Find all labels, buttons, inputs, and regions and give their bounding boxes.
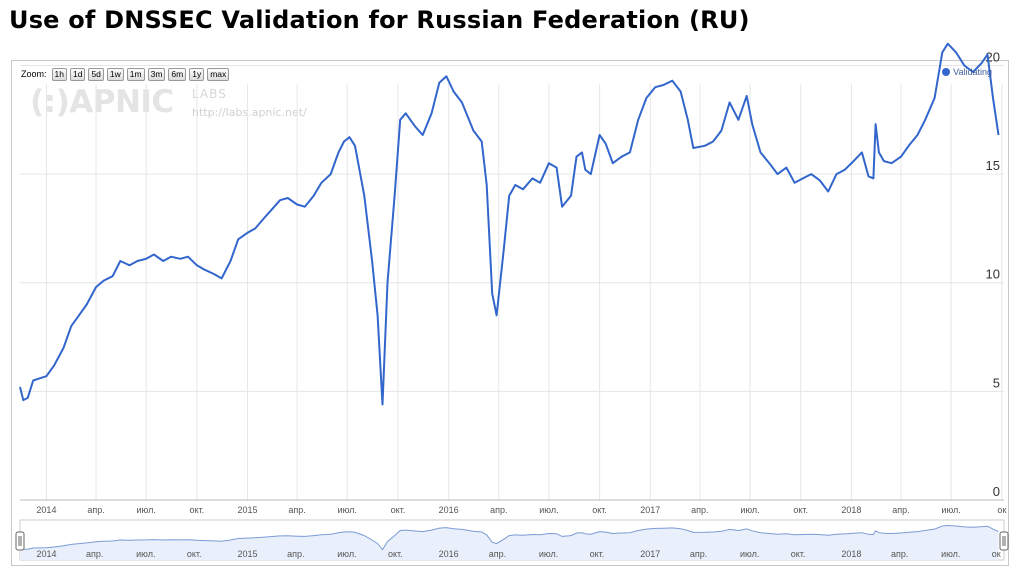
zoom-5d-button[interactable]: 5d (88, 67, 104, 81)
zoom-1m-button[interactable]: 1m (126, 67, 145, 81)
x-tick-label: 2018 (841, 505, 861, 515)
range-tick-label: апр. (287, 549, 304, 559)
range-handle-right[interactable] (999, 531, 1009, 551)
range-area (20, 525, 999, 560)
chart-frame (11, 60, 1009, 566)
legend-dot-icon (942, 68, 951, 76)
y-tick-label: 0 (993, 484, 1000, 499)
zoom-6m-button[interactable]: 6m (168, 67, 187, 81)
x-tick-label: 2017 (640, 505, 660, 515)
legend-label: Validating (953, 67, 992, 77)
x-tick-label: июл. (136, 505, 155, 515)
range-tick-label: июл. (941, 549, 960, 559)
x-tick-label: ок (997, 505, 1006, 515)
range-series-line (19, 524, 999, 551)
range-tick-label: апр. (690, 549, 707, 559)
range-tick-label: окт. (388, 549, 403, 559)
zoom-1d-button[interactable]: 1d (69, 67, 86, 81)
range-handle-left[interactable] (15, 531, 25, 551)
range-tick-label: июл. (539, 549, 558, 559)
y-tick-label: 15 (986, 158, 1000, 173)
x-tick-label: апр. (691, 505, 708, 515)
x-tick-label: окт. (592, 505, 607, 515)
range-tick-label: апр. (86, 549, 103, 559)
range-tick-label: 2014 (36, 549, 56, 559)
page-title: Use of DNSSEC Validation for Russian Fed… (9, 6, 750, 34)
x-tick-label: апр. (87, 505, 104, 515)
chart-legend: Validating (942, 67, 992, 77)
zoom-1y-button[interactable]: 1y (189, 67, 205, 81)
zoom-max-button[interactable]: max (207, 67, 230, 81)
zoom-label: Zoom: (21, 69, 47, 79)
y-tick-label: 5 (993, 375, 1000, 390)
range-tick-label: окт. (187, 549, 202, 559)
x-tick-label: 2014 (36, 505, 56, 515)
x-tick-label: июл. (740, 505, 759, 515)
x-tick-label: июл. (539, 505, 558, 515)
range-tick-label: июл. (740, 549, 759, 559)
x-tick-label: апр. (490, 505, 507, 515)
range-tick-label: апр. (891, 549, 908, 559)
range-tick-label: ок (992, 549, 1001, 559)
x-tick-label: июл. (941, 505, 960, 515)
range-tick-label: июл. (337, 549, 356, 559)
zoom-1w-button[interactable]: 1w (106, 67, 124, 81)
y-tick-label: 10 (986, 267, 1000, 282)
x-tick-label: апр. (892, 505, 909, 515)
x-tick-label: 2015 (238, 505, 258, 515)
range-tick-label: апр. (489, 549, 506, 559)
zoom-1h-button[interactable]: 1h (51, 67, 67, 81)
range-tick-label: июл. (136, 549, 155, 559)
series-line-validating (19, 42, 1000, 406)
x-tick-label: апр. (288, 505, 305, 515)
range-tick-label: 2018 (841, 549, 861, 559)
range-tick-label: окт. (590, 549, 605, 559)
x-tick-label: 2016 (439, 505, 459, 515)
x-tick-label: окт. (391, 505, 406, 515)
range-tick-label: 2017 (640, 549, 660, 559)
x-tick-label: окт. (793, 505, 808, 515)
range-tick-label: окт. (791, 549, 806, 559)
x-tick-label: июл. (338, 505, 357, 515)
zoom-toolbar: Zoom: 1h 1d 5d 1w 1m 3m 6m 1y max (21, 67, 230, 81)
range-tick-label: 2016 (439, 549, 459, 559)
range-tick-label: 2015 (238, 549, 258, 559)
zoom-3m-button[interactable]: 3m (147, 67, 166, 81)
x-tick-label: окт. (190, 505, 205, 515)
